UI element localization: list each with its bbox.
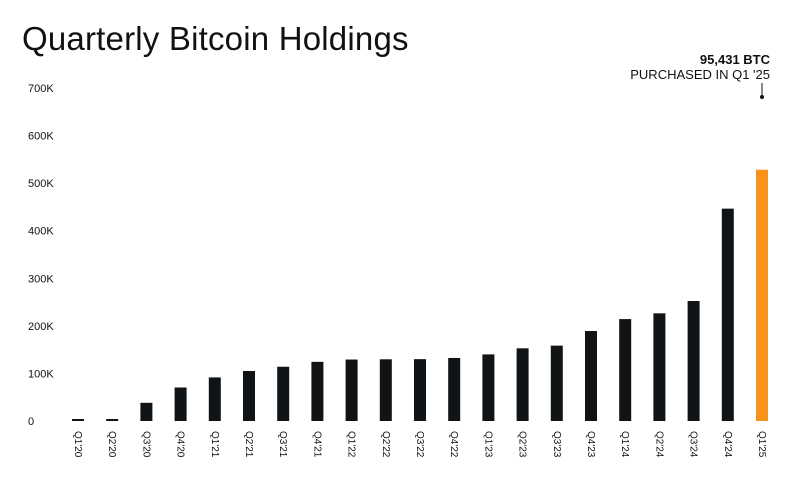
chart-title: Quarterly Bitcoin Holdings: [22, 20, 409, 57]
x-category-label: Q3'24: [688, 431, 699, 458]
y-tick-label: 700K: [28, 83, 54, 95]
x-category-label: Q2'20: [106, 431, 117, 458]
x-category-label: Q4'24: [722, 431, 733, 458]
bar: [277, 366, 290, 421]
x-category-label: Q1'24: [619, 431, 630, 458]
x-category-label: Q3'20: [140, 431, 151, 458]
y-tick-label: 100K: [28, 368, 54, 380]
bar: [243, 371, 255, 421]
bar: [619, 319, 632, 421]
bar: [140, 402, 153, 421]
bar: [379, 359, 392, 421]
x-category-label: Q2'22: [380, 431, 391, 458]
x-category-label: Q1'20: [72, 431, 83, 458]
bar: [414, 359, 426, 421]
bar: [72, 419, 84, 421]
bar: [174, 387, 187, 421]
y-tick-label: 0: [28, 416, 34, 428]
bar: [448, 357, 461, 421]
annotation-text: PURCHASED IN Q1 '25: [630, 67, 770, 82]
bar: [687, 301, 700, 421]
annotation-dot: [760, 95, 764, 99]
x-category-label: Q3'23: [551, 431, 562, 458]
y-tick-label: 600K: [28, 131, 54, 143]
bar: [721, 208, 734, 421]
x-category-label: Q4'22: [448, 431, 459, 458]
x-category-label: Q4'20: [175, 431, 186, 458]
bar: [311, 361, 324, 421]
annotation-value: 95,431 BTC: [700, 52, 771, 67]
x-category-label: Q1'23: [482, 431, 493, 458]
x-category-label: Q4'21: [311, 431, 322, 458]
x-category-label: Q4'23: [585, 431, 596, 458]
x-category-label: Q1'21: [209, 431, 220, 458]
bar: [653, 313, 666, 421]
x-category-label: Q3'22: [414, 431, 425, 458]
bar: [482, 354, 495, 421]
x-category-label: Q2'23: [517, 431, 528, 458]
x-category-label: Q3'21: [277, 431, 288, 458]
bar: [585, 331, 597, 421]
x-category-label: Q1'25: [756, 431, 767, 458]
bar: [208, 377, 221, 421]
bar: [516, 348, 529, 421]
y-tick-label: 300K: [28, 273, 54, 285]
y-tick-label: 400K: [28, 226, 54, 238]
y-tick-label: 200K: [28, 321, 54, 333]
bar: [345, 359, 358, 421]
x-category-label: Q2'24: [653, 431, 664, 458]
x-category-label: Q1'22: [346, 431, 357, 458]
bar: [106, 419, 119, 421]
bar: [550, 345, 563, 421]
y-tick-label: 500K: [28, 178, 54, 190]
x-category-label: Q2'21: [243, 431, 254, 458]
bar-highlight: [756, 169, 768, 421]
